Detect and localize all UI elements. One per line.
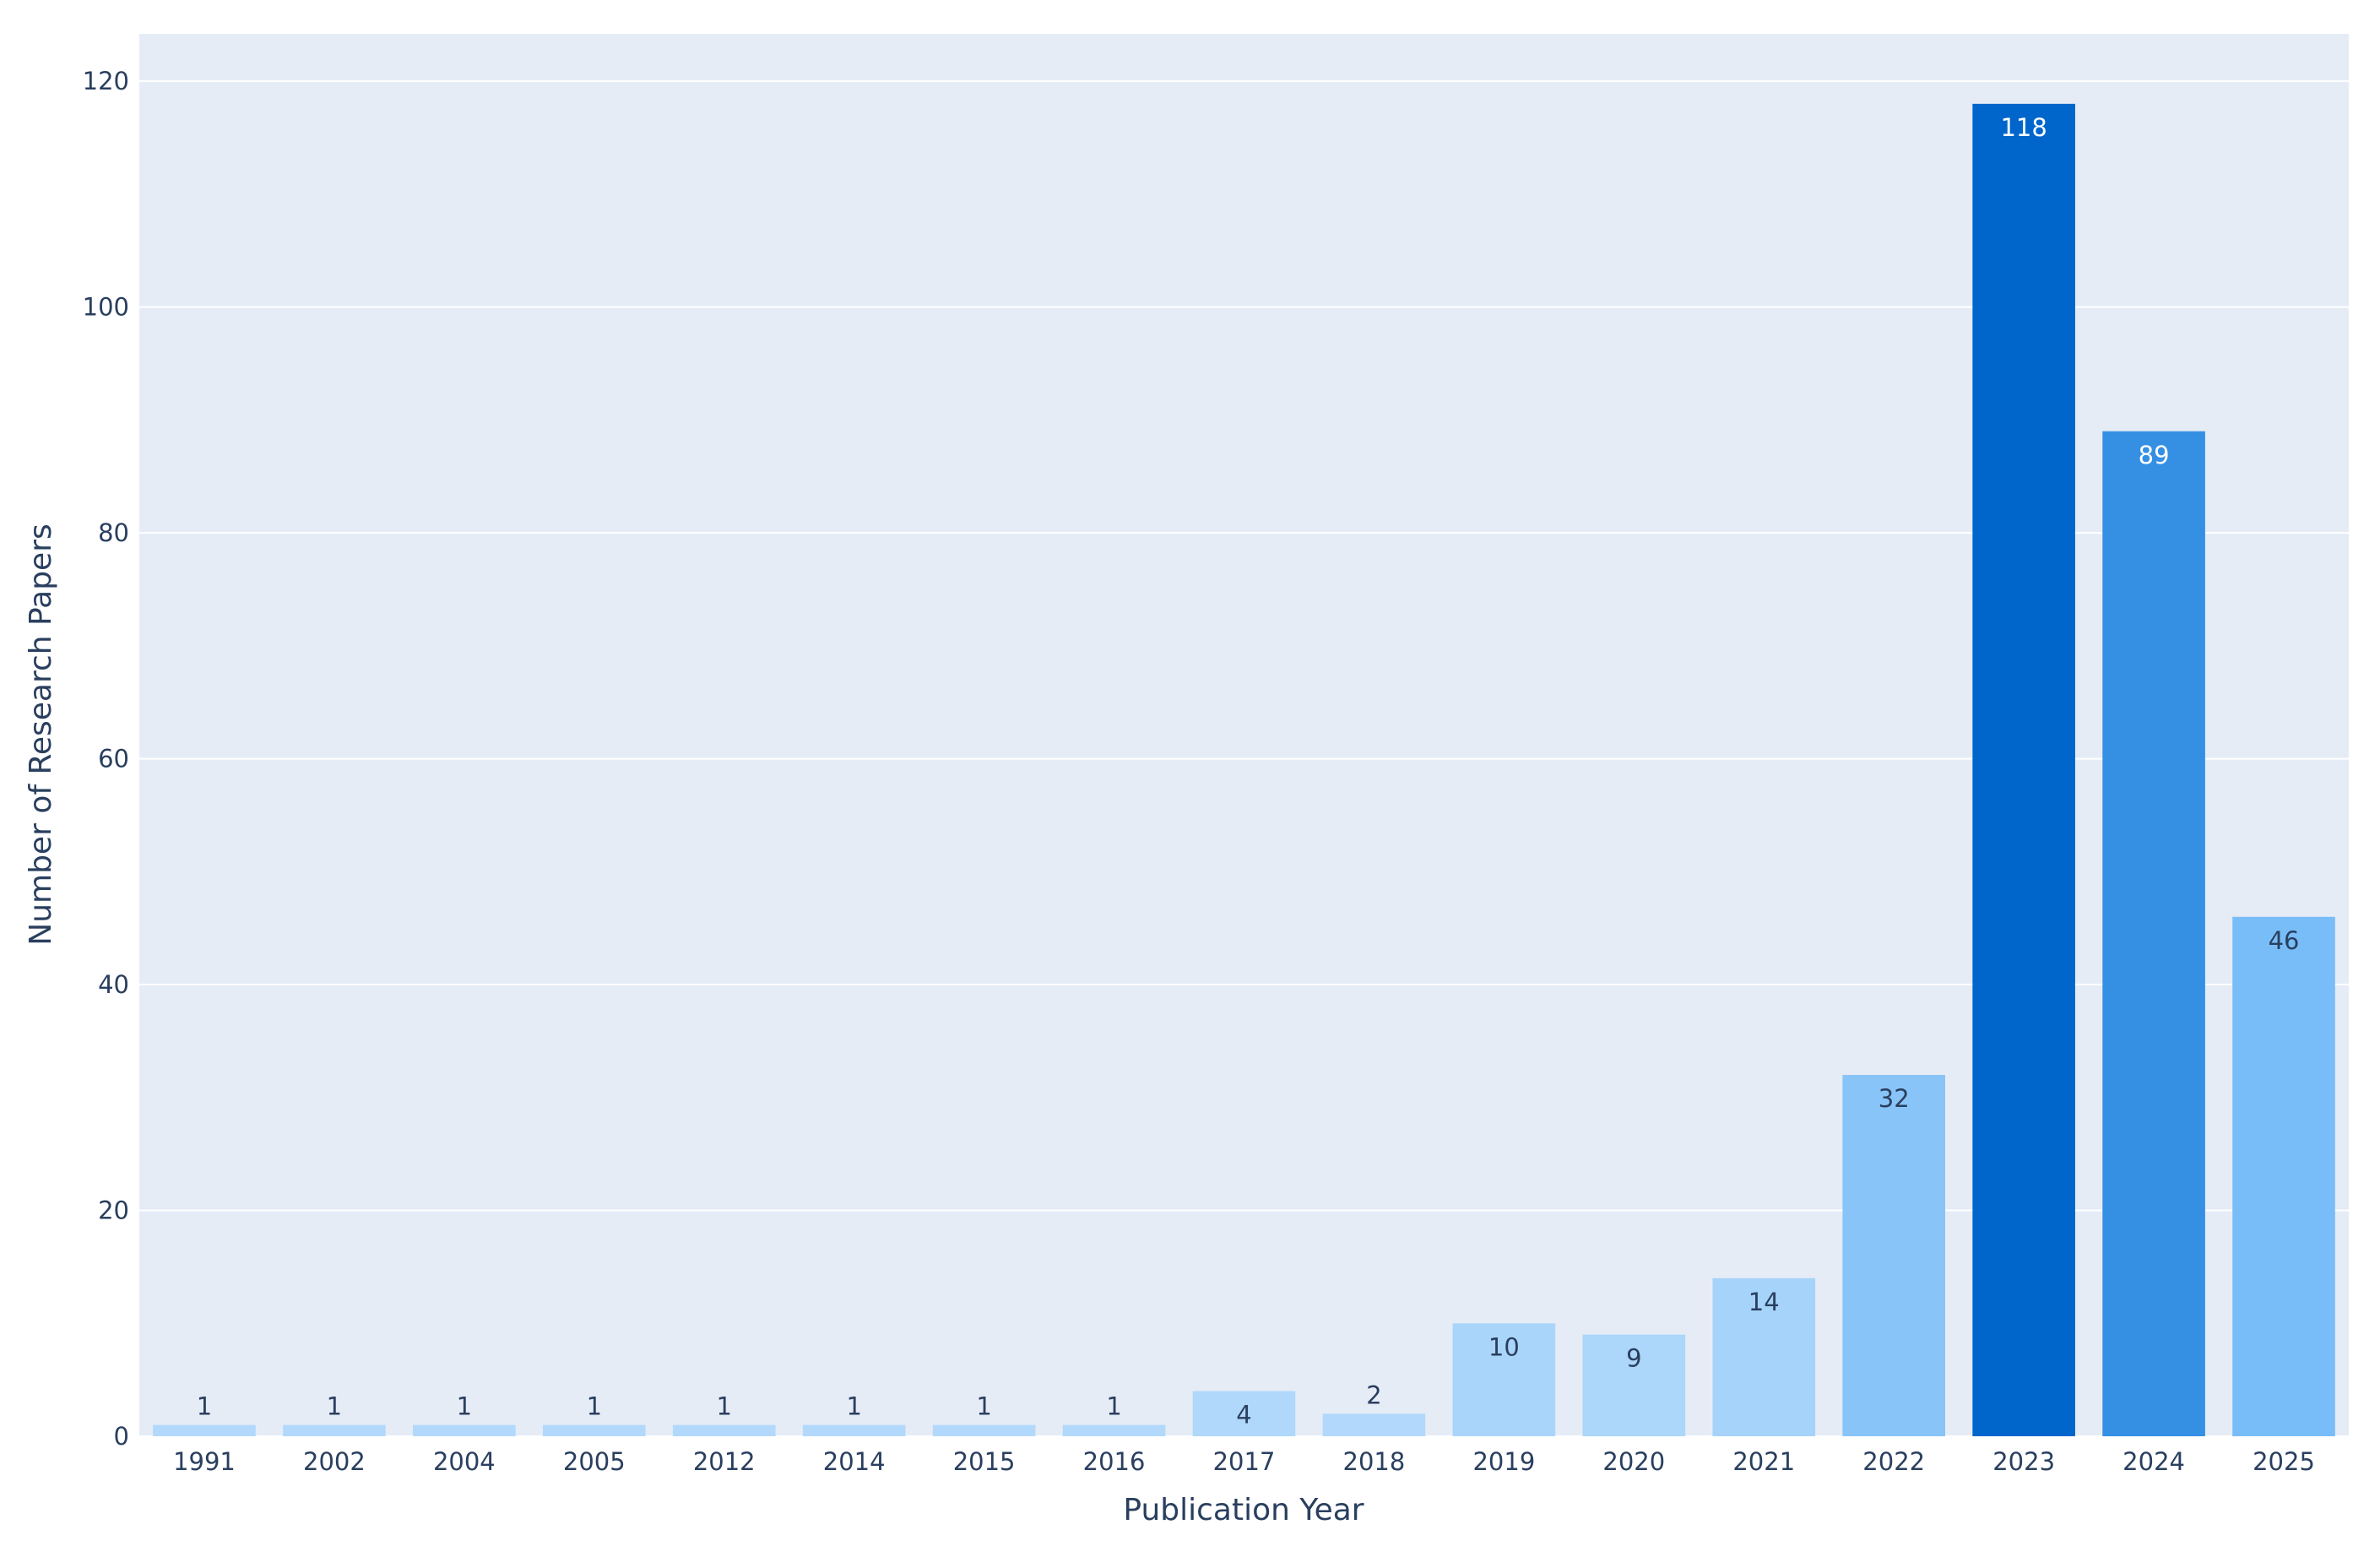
x-tick-label: 2019 [1472,1447,1535,1476]
x-tick-label: 2020 [1602,1447,1665,1476]
bar [1972,103,2075,1437]
data-label: 1 [976,1392,991,1421]
bar [1322,1413,1426,1436]
x-tick-label: 2004 [433,1447,496,1476]
data-label: 89 [2139,441,2170,469]
y-axis-title: Number of Research Papers [24,524,58,945]
bar [153,1424,256,1436]
bar [1192,1391,1296,1436]
x-tick-label: 2021 [1732,1447,1795,1476]
x-tick-label: 2015 [953,1447,1016,1476]
x-tick-label: 2017 [1213,1447,1276,1476]
x-tick-label: 2012 [693,1447,756,1476]
bar [1712,1278,1816,1436]
bar [1582,1334,1686,1436]
data-label: 46 [2269,926,2300,955]
data-label: 1 [1106,1392,1121,1421]
data-label: 1 [327,1392,342,1421]
data-label: 118 [2000,113,2047,142]
bar [1452,1323,1556,1436]
x-tick-label: 2024 [2122,1447,2185,1476]
bar [542,1424,646,1436]
data-label: 1 [457,1392,472,1421]
x-tick-label: 2016 [1083,1447,1146,1476]
x-tick-label: 2005 [563,1447,626,1476]
bar [1062,1424,1166,1436]
bar [672,1424,776,1436]
data-label: 9 [1626,1344,1641,1373]
y-tick-label: 0 [114,1422,129,1451]
x-tick-label: 2022 [1862,1447,1925,1476]
y-tick-label: 60 [98,745,129,773]
bar [2232,916,2335,1436]
data-label: 4 [1236,1401,1251,1430]
data-label: 1 [717,1392,732,1421]
bar [2102,431,2205,1437]
x-tick-label: 2002 [303,1447,366,1476]
bar [932,1424,1036,1436]
x-tick-label: 2025 [2253,1447,2315,1476]
x-tick-label: 2023 [1992,1447,2055,1476]
x-tick-label: 2014 [823,1447,886,1476]
bar [413,1424,516,1436]
data-label: 1 [587,1392,602,1421]
y-tick-label: 100 [83,293,129,322]
data-label: 1 [197,1392,212,1421]
bar [802,1424,906,1436]
data-label: 2 [1366,1381,1381,1409]
y-tick-label: 120 [83,67,129,95]
data-label: 32 [1879,1084,1910,1113]
x-tick-label: 1991 [173,1447,236,1476]
y-tick-label: 80 [98,518,129,547]
x-axis-title: Publication Year [1123,1493,1363,1527]
data-label: 14 [1748,1288,1780,1316]
y-tick-label: 40 [98,970,129,999]
bar [1842,1075,1946,1436]
y-tick-label: 20 [98,1196,129,1225]
bar [283,1424,386,1436]
data-label: 10 [1488,1332,1520,1361]
data-label: 1 [846,1392,861,1421]
x-tick-label: 2018 [1343,1447,1406,1476]
